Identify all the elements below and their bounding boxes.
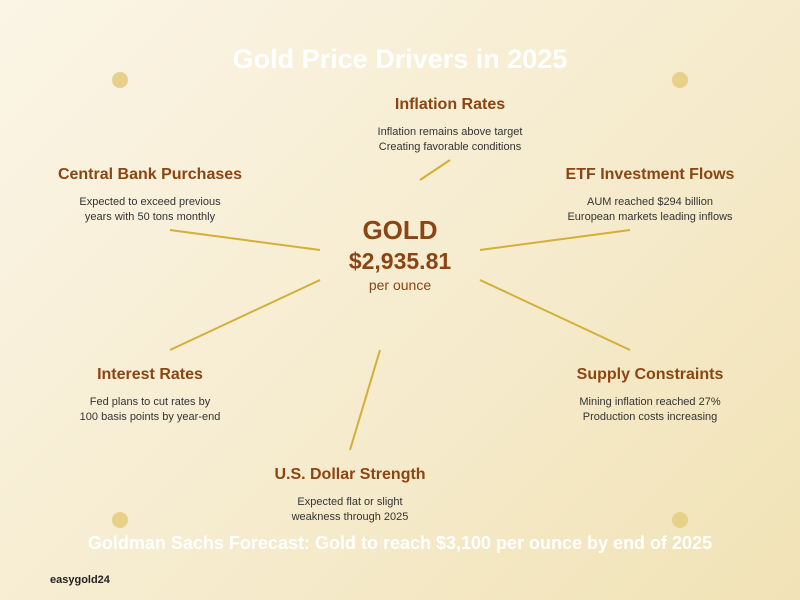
driver-description: Mining inflation reached 27% Production … <box>530 395 770 425</box>
driver-title: Inflation Rates <box>394 96 506 113</box>
driver-description-line: weakness through 2025 <box>291 511 409 523</box>
driver-us-dollar-strength: U.S. Dollar Strength Expected flat or sl… <box>230 466 470 525</box>
driver-description-line: Creating favorable conditions <box>378 141 522 153</box>
price-unit: per ounce <box>368 277 432 293</box>
driver-supply-constraints: Supply Constraints Mining inflation reac… <box>530 366 770 425</box>
driver-description-line: years with 50 tons monthly <box>84 211 216 223</box>
driver-inflation-rates: Inflation Rates Inflation remains above … <box>330 96 570 155</box>
driver-description-line: Expected to exceed previous <box>79 196 221 208</box>
diagram-title: Gold Price Drivers in 2025 <box>232 44 568 74</box>
driver-description-line: Fed plans to cut rates by <box>89 396 211 408</box>
driver-description-line: 100 basis points by year-end <box>79 411 221 423</box>
driver-description: Expected flat or slight weakness through… <box>230 495 470 525</box>
gold-price: $2,935.81 <box>348 248 452 274</box>
driver-etf-investment-flows: ETF Investment Flows AUM reached $294 bi… <box>530 166 770 225</box>
connector-supply <box>479 279 631 351</box>
driver-description: Fed plans to cut rates by 100 basis poin… <box>30 395 270 425</box>
driver-description-line: Expected flat or slight <box>297 496 403 508</box>
driver-title: Central Bank Purchases <box>57 166 243 183</box>
connector-etf <box>479 229 631 251</box>
driver-title: Supply Constraints <box>576 366 724 383</box>
driver-description-line: European markets leading inflows <box>567 211 733 223</box>
driver-description-line: Production costs increasing <box>582 411 718 423</box>
connector-interest-rates <box>169 279 321 351</box>
driver-description: Inflation remains above target Creating … <box>330 125 570 155</box>
driver-central-bank-purchases: Central Bank Purchases Expected to excee… <box>30 166 270 225</box>
driver-title: ETF Investment Flows <box>565 166 735 183</box>
decorative-dot-top-right <box>672 72 688 88</box>
forecast-footer: Goldman Sachs Forecast: Gold to reach $3… <box>87 533 713 553</box>
decorative-dot-bottom-right <box>672 512 688 528</box>
decorative-dot-bottom-left <box>112 512 128 528</box>
decorative-dot-top-left <box>112 72 128 88</box>
connector-dollar <box>349 349 381 451</box>
driver-description-line: AUM reached $294 billion <box>587 196 713 208</box>
driver-description: Expected to exceed previous years with 5… <box>30 195 270 225</box>
brand-label: easygold24 <box>50 574 110 586</box>
driver-interest-rates: Interest Rates Fed plans to cut rates by… <box>30 366 270 425</box>
driver-description-line: Inflation remains above target <box>377 126 523 138</box>
driver-description-line: Mining inflation reached 27% <box>579 396 721 408</box>
driver-description: AUM reached $294 billion European market… <box>530 195 770 225</box>
connector-central-bank <box>169 229 321 251</box>
driver-title: U.S. Dollar Strength <box>274 466 426 483</box>
driver-title: Interest Rates <box>97 366 203 383</box>
connector-inflation <box>419 159 451 181</box>
center-label: GOLD <box>362 215 438 245</box>
